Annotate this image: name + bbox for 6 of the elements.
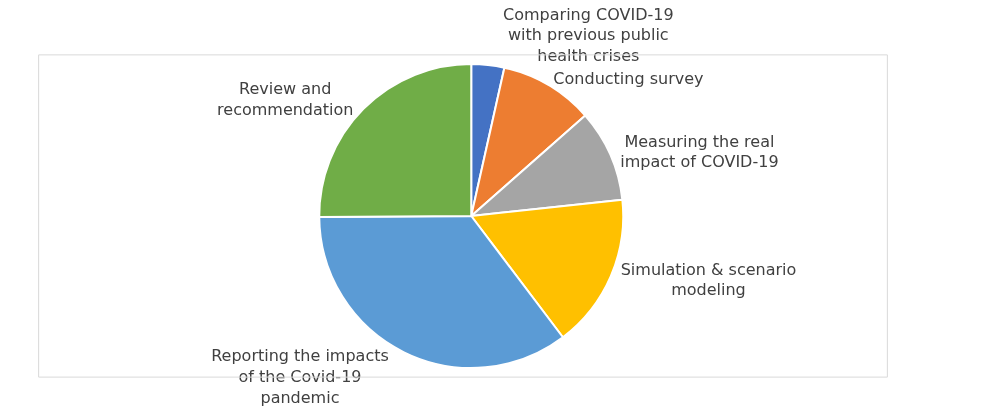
slice-label: Measuring the real impact of COVID-19 (620, 131, 779, 172)
slice-label: Simulation & scenario modeling (620, 259, 797, 300)
slice-label: Review and recommendation (217, 79, 354, 119)
slice-label: Reporting the impacts of the Covid-19 pandemic (211, 346, 389, 407)
slice-label: Comparing COVID-19 with previous public health crises (503, 4, 674, 66)
slice-label: Conducting survey (553, 68, 704, 88)
